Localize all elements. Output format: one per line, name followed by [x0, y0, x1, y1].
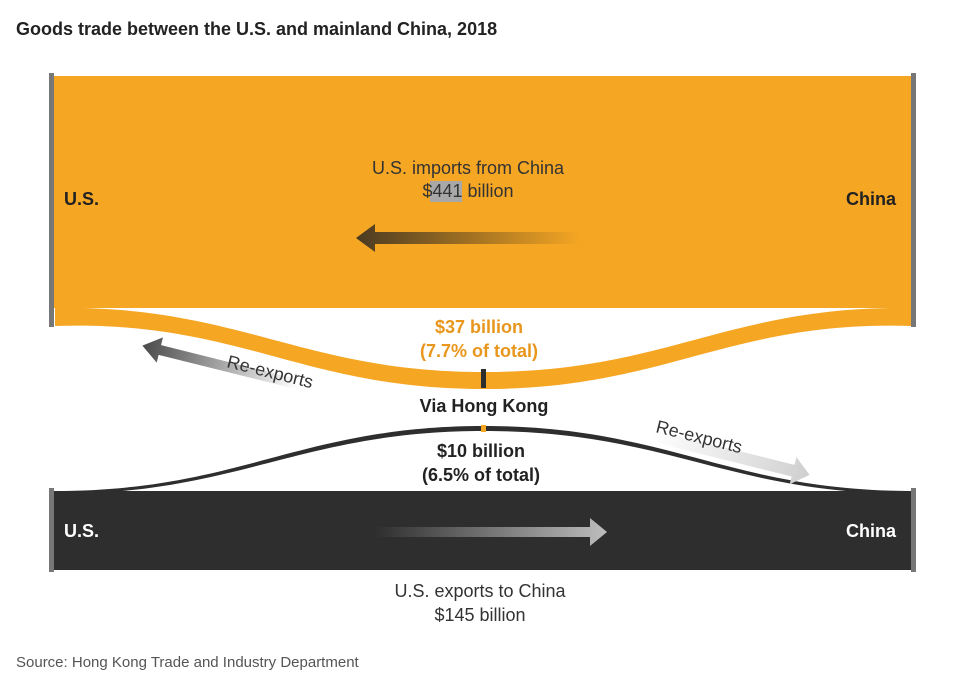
source-note: Source: Hong Kong Trade and Industry Dep… [16, 654, 360, 671]
hk-us-value: $37 billion [435, 317, 523, 337]
imports-value-number: 441 [432, 181, 462, 201]
imports-direction-arrow [356, 224, 580, 252]
reexport-right-arrow [650, 429, 810, 485]
us-label-upper: U.S. [64, 189, 99, 209]
us-axis-lower [49, 488, 54, 572]
imports-value-suffix: billion [463, 181, 514, 201]
hk-node-marker-lower [481, 425, 486, 432]
exports-direction-arrow [375, 518, 607, 546]
imports-value-prefix: $ [422, 181, 432, 201]
imports-band [53, 76, 914, 308]
imports-label: U.S. imports from China [372, 158, 565, 178]
reexport-left-arrow [142, 337, 299, 390]
china-label-upper: China [846, 189, 897, 209]
via-hong-kong-label: Via Hong Kong [420, 396, 549, 416]
us-label-lower: U.S. [64, 521, 99, 541]
reexport-hk-china-stream [55, 426, 913, 494]
china-axis-lower [911, 488, 916, 572]
hk-node-marker-upper [481, 369, 486, 388]
imports-value-highlight [430, 181, 462, 202]
exports-value: $145 billion [434, 605, 525, 625]
exports-label: U.S. exports to China [394, 581, 566, 601]
hk-china-value: $10 billion [437, 441, 525, 461]
hk-china-share: (6.5% of total) [422, 465, 540, 485]
china-axis-upper [911, 73, 916, 327]
imports-value: $441 billion [422, 181, 513, 201]
hk-us-share: (7.7% of total) [420, 341, 538, 361]
china-label-lower: China [846, 521, 897, 541]
chart-title: Goods trade between the U.S. and mainlan… [16, 19, 497, 39]
us-axis-upper [49, 73, 54, 327]
